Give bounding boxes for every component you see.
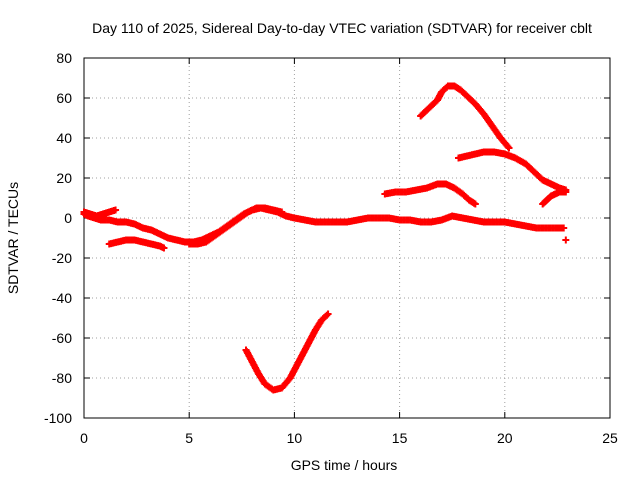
y-tick-label: 20 xyxy=(56,170,72,186)
data-point-right-rise xyxy=(562,188,570,196)
y-tick-label: 60 xyxy=(56,90,72,106)
data-point-deep-arc xyxy=(324,310,332,318)
x-tick-label: 20 xyxy=(497,430,513,446)
data-point-deep-arc xyxy=(323,311,331,319)
x-tick-label: 0 xyxy=(80,430,88,446)
x-tick-label: 10 xyxy=(287,430,303,446)
data-point-start-upper xyxy=(112,206,120,214)
y-tick-label: -100 xyxy=(44,410,72,426)
data-point-mid-arc xyxy=(471,200,479,208)
y-tick-label: -80 xyxy=(52,370,72,386)
x-tick-label: 15 xyxy=(392,430,408,446)
x-tick-label: 25 xyxy=(602,430,618,446)
data-point-high-arc xyxy=(505,144,513,152)
data-point-outlier xyxy=(562,236,570,244)
chart-title: Day 110 of 2025, Sidereal Day-to-day VTE… xyxy=(92,20,592,36)
plot-frame xyxy=(83,57,611,419)
tick-labels: -100 -80 -60 -40 -20 0 20 40 60 80 0 5 10 15 20 25 xyxy=(44,50,618,446)
grid-lines xyxy=(84,58,610,418)
y-tick-label: -60 xyxy=(52,330,72,346)
data-points xyxy=(80,82,570,394)
data-point-high-arc xyxy=(504,143,512,151)
data-point-dip-5-6 xyxy=(278,208,286,216)
data-point-lower-band xyxy=(160,244,168,252)
x-axis-label: GPS time / hours xyxy=(291,457,398,473)
x-tick-label: 5 xyxy=(185,430,193,446)
y-tick-label: 80 xyxy=(56,50,72,66)
y-tick-label: -40 xyxy=(52,290,72,306)
y-tick-label: 0 xyxy=(64,210,72,226)
data-point-main-band xyxy=(560,224,568,232)
y-tick-label: -20 xyxy=(52,250,72,266)
y-axis-label: SDTVAR / TECUs xyxy=(5,182,21,294)
y-tick-label: 40 xyxy=(56,130,72,146)
